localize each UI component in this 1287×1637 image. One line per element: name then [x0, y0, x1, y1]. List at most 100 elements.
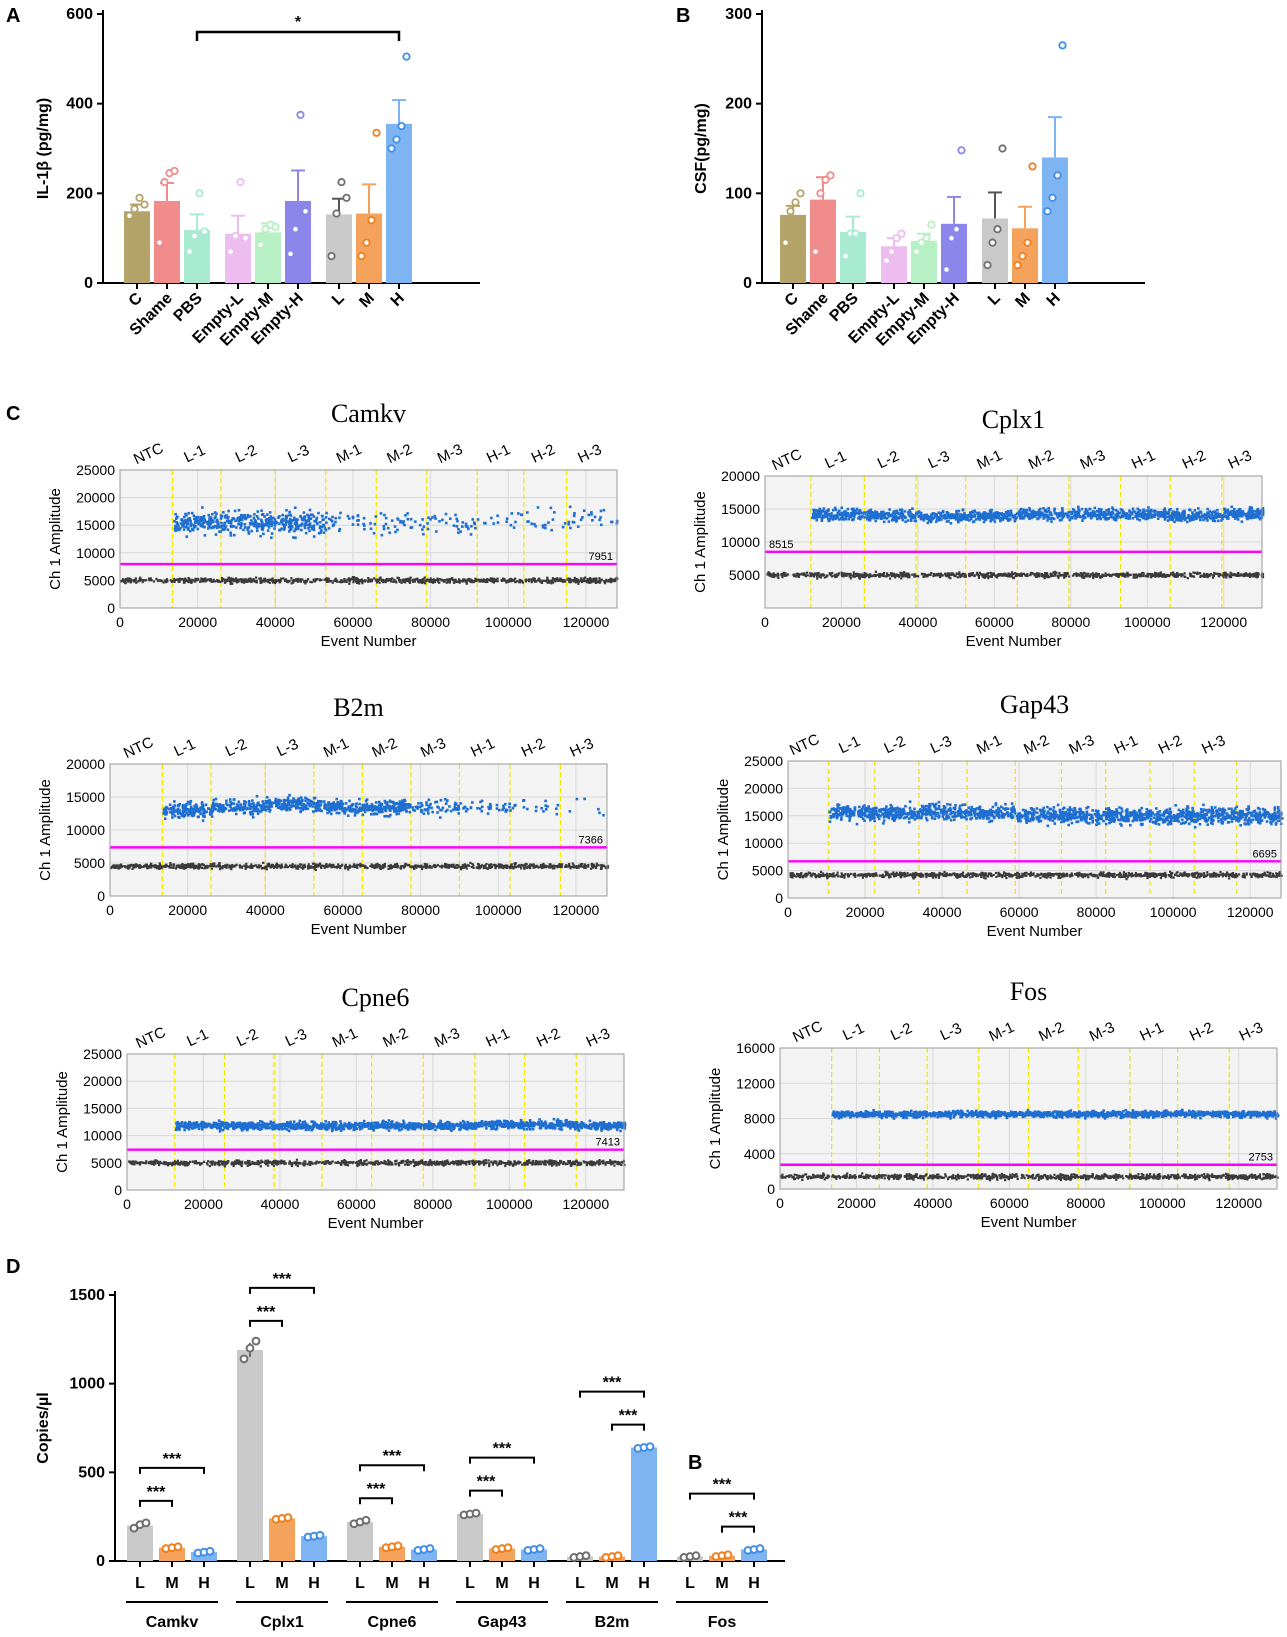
- positive-droplet: [968, 519, 971, 522]
- negative-droplet: [301, 578, 304, 581]
- data-point-m: [357, 252, 366, 261]
- positive-droplet: [288, 513, 292, 517]
- positive-droplet: [576, 525, 580, 529]
- positive-droplet: [217, 522, 220, 526]
- negative-droplet: [1101, 573, 1104, 576]
- y-tick-label: 10000: [76, 545, 115, 561]
- well-label-l-2: L-2: [875, 448, 902, 473]
- positive-droplet: [1125, 512, 1129, 516]
- positive-droplet: [866, 517, 869, 521]
- positive-droplet: [418, 523, 422, 527]
- positive-droplet: [868, 515, 872, 518]
- negative-droplet: [496, 580, 499, 583]
- positive-droplet: [817, 511, 821, 514]
- data-point-m: [1023, 238, 1032, 247]
- negative-droplet: [924, 575, 927, 578]
- positive-droplet: [814, 516, 817, 519]
- positive-droplet: [1044, 508, 1048, 512]
- bar-shame: [810, 199, 836, 283]
- positive-droplet: [1099, 509, 1103, 513]
- negative-droplet: [938, 572, 941, 575]
- negative-droplet: [173, 579, 176, 582]
- positive-droplet: [909, 519, 913, 523]
- negative-droplet: [530, 578, 533, 581]
- positive-droplet: [1150, 515, 1154, 519]
- positive-droplet: [247, 530, 250, 534]
- negative-droplet: [1257, 572, 1260, 576]
- positive-droplet: [1088, 507, 1091, 511]
- negative-droplet: [906, 576, 910, 579]
- positive-droplet: [476, 518, 480, 521]
- negative-droplet: [1204, 575, 1207, 578]
- negative-droplet: [992, 572, 995, 575]
- positive-droplet: [193, 521, 197, 524]
- positive-droplet: [1209, 516, 1213, 520]
- negative-droplet: [1025, 574, 1028, 578]
- negative-droplet: [868, 575, 871, 578]
- negative-droplet: [1092, 576, 1095, 580]
- negative-droplet: [1102, 574, 1105, 577]
- positive-droplet: [1253, 509, 1256, 513]
- positive-droplet: [456, 519, 459, 523]
- positive-droplet: [875, 513, 879, 517]
- negative-droplet: [1147, 572, 1151, 576]
- negative-droplet: [940, 574, 944, 577]
- negative-droplet: [1176, 575, 1179, 578]
- positive-droplet: [223, 514, 227, 518]
- negative-droplet: [411, 865, 414, 868]
- positive-droplet: [1000, 516, 1003, 520]
- positive-droplet: [202, 521, 206, 524]
- negative-droplet: [289, 864, 293, 868]
- positive-droplet: [1250, 510, 1253, 513]
- positive-droplet: [1031, 515, 1035, 518]
- positive-droplet: [1198, 510, 1202, 514]
- positive-droplet: [188, 517, 191, 520]
- negative-droplet: [246, 865, 249, 868]
- negative-droplet: [985, 573, 988, 576]
- positive-droplet: [899, 513, 903, 516]
- negative-droplet: [574, 581, 577, 584]
- positive-droplet: [1192, 515, 1195, 518]
- data-point-empty-m: [261, 225, 270, 234]
- positive-droplet: [334, 520, 337, 524]
- negative-droplet: [1157, 572, 1160, 575]
- x-tick-label-c: C: [126, 289, 147, 310]
- positive-droplet: [876, 515, 880, 519]
- positive-droplet: [273, 524, 277, 527]
- positive-droplet: [252, 523, 256, 527]
- positive-droplet: [510, 512, 514, 515]
- negative-droplet: [1065, 573, 1068, 576]
- negative-droplet: [470, 865, 473, 869]
- y-axis-label: CSF(pg/mg): [693, 103, 710, 194]
- negative-droplet: [389, 577, 393, 581]
- positive-droplet: [928, 516, 931, 519]
- positive-droplet: [309, 525, 313, 529]
- positive-droplet: [444, 512, 448, 516]
- negative-droplet: [120, 580, 123, 583]
- negative-droplet: [203, 579, 206, 582]
- positive-droplet: [992, 512, 996, 515]
- positive-droplet: [1053, 509, 1056, 512]
- negative-droplet: [817, 573, 820, 576]
- negative-droplet: [1093, 575, 1096, 578]
- negative-droplet: [476, 866, 479, 869]
- positive-droplet: [846, 512, 849, 515]
- positive-droplet: [1061, 513, 1065, 517]
- positive-droplet: [926, 517, 929, 521]
- positive-droplet: [496, 514, 499, 518]
- positive-droplet: [1073, 512, 1077, 516]
- positive-droplet: [242, 514, 245, 517]
- negative-droplet: [906, 574, 909, 577]
- negative-droplet: [883, 575, 886, 578]
- positive-droplet: [435, 530, 438, 533]
- positive-droplet: [950, 515, 953, 519]
- positive-droplet: [472, 521, 476, 524]
- positive-droplet: [1106, 517, 1110, 521]
- negative-droplet: [492, 581, 496, 584]
- data-point-c: [130, 204, 139, 214]
- positive-droplet: [410, 526, 414, 529]
- negative-droplet: [532, 578, 535, 581]
- well-label-m-2: M-2: [384, 441, 415, 467]
- negative-droplet: [998, 573, 1001, 576]
- negative-droplet: [374, 579, 378, 582]
